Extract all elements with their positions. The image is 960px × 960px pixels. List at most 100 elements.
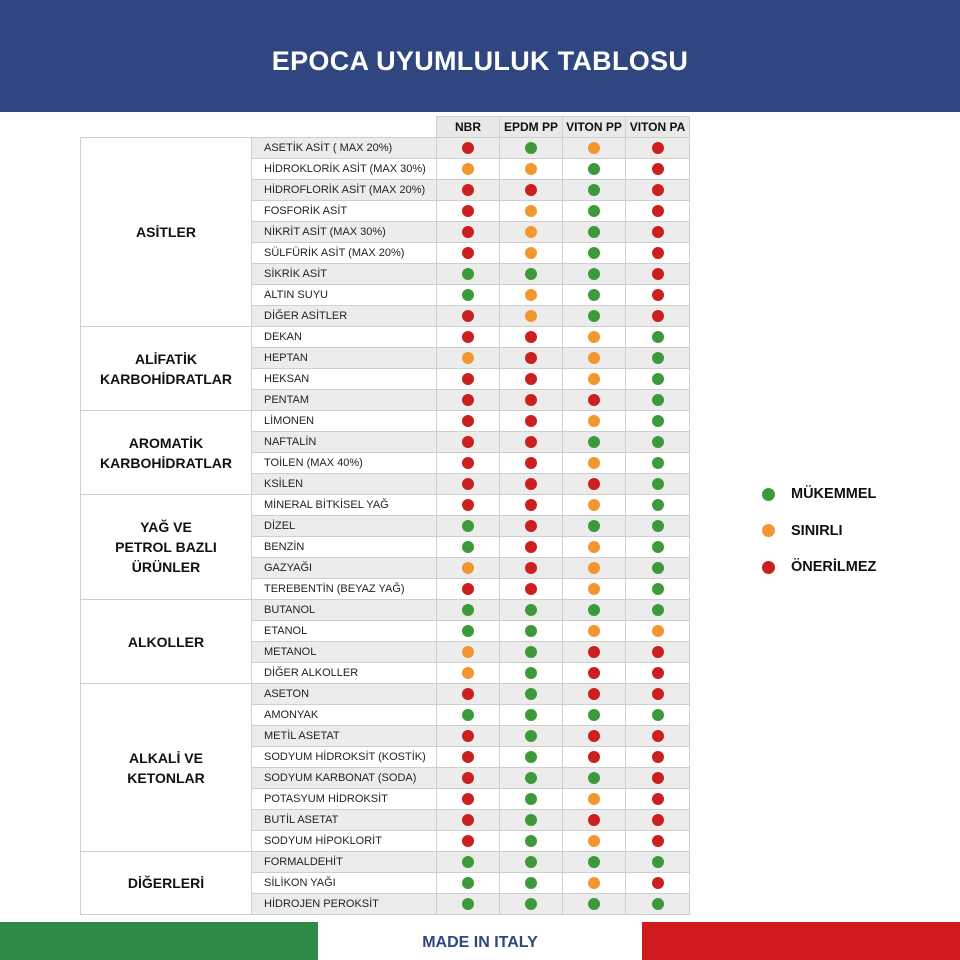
item-name: ETANOL [251, 620, 437, 642]
rating-cell [562, 347, 626, 369]
rating-cell [436, 893, 500, 915]
rating-cell [625, 851, 690, 873]
green-dot-icon [651, 352, 664, 364]
rating-cell [562, 662, 626, 684]
rating-cell [436, 557, 500, 579]
rating-cell [625, 641, 690, 663]
rating-cell [499, 221, 563, 243]
red-dot-icon [651, 247, 664, 259]
red-dot-icon [525, 541, 537, 553]
red-dot-icon [525, 436, 537, 448]
item-name: HİDROKLORİK ASİT (MAX 30%) [251, 158, 437, 180]
legend-item-not-recommended: ÖNERİLMEZ [762, 557, 876, 577]
red-dot-icon [462, 835, 474, 847]
green-dot-icon [462, 289, 474, 301]
orange-dot-icon [588, 142, 600, 154]
orange-dot-icon [462, 163, 474, 175]
orange-dot-icon [525, 247, 537, 259]
green-dot-icon [651, 583, 664, 595]
rating-cell [625, 494, 690, 516]
green-dot-icon [651, 415, 664, 427]
rating-cell [562, 473, 626, 495]
rating-cell [436, 536, 500, 558]
green-dot-icon [525, 604, 537, 616]
rating-cell [499, 347, 563, 369]
rating-cell [499, 746, 563, 768]
legend-label: MÜKEMMEL [791, 486, 877, 502]
flag-red [642, 922, 960, 960]
category-cell: AROMATİK KARBOHİDRATLAR [80, 410, 252, 495]
rating-cell [562, 452, 626, 474]
item-name: SODYUM HİPOKLORİT [251, 830, 437, 852]
orange-dot-icon [588, 415, 600, 427]
rating-cell [436, 410, 500, 432]
green-dot-icon [525, 646, 537, 658]
rating-cell [562, 851, 626, 873]
red-dot-icon [525, 184, 537, 196]
green-dot-icon [651, 562, 664, 574]
item-name: LİMONEN [251, 410, 437, 432]
item-name: DİĞER ASİTLER [251, 305, 437, 327]
rating-cell [499, 242, 563, 264]
rating-cell [562, 557, 626, 579]
rating-cell [562, 641, 626, 663]
rating-cell [499, 452, 563, 474]
orange-dot-icon [588, 583, 600, 595]
rating-cell [499, 809, 563, 831]
rating-cell [625, 200, 690, 222]
rating-cell [625, 137, 690, 159]
green-dot-icon [588, 772, 600, 784]
rating-cell [499, 704, 563, 726]
red-dot-icon [588, 688, 600, 700]
red-dot-icon [651, 289, 664, 301]
green-dot-icon [588, 856, 600, 868]
item-name: MİNERAL BİTKİSEL YAĞ [251, 494, 437, 516]
rating-cell [562, 872, 626, 894]
category-cell: DİĞERLERİ [80, 851, 252, 915]
rating-cell [436, 284, 500, 306]
item-name: HEKSAN [251, 368, 437, 390]
red-dot-icon [525, 352, 537, 364]
rating-cell [562, 368, 626, 390]
category-cell: ASİTLER [80, 137, 252, 327]
item-name: METİL ASETAT [251, 725, 437, 747]
rating-cell [436, 746, 500, 768]
rating-cell [499, 158, 563, 180]
rating-cell [562, 830, 626, 852]
rating-cell [436, 599, 500, 621]
red-dot-icon [462, 457, 474, 469]
red-dot-icon [651, 751, 664, 763]
green-dot-icon [651, 436, 664, 448]
orange-dot-icon [651, 625, 664, 637]
item-name: NAFTALİN [251, 431, 437, 453]
item-name: TEREBENTİN (BEYAZ YAĞ) [251, 578, 437, 600]
item-name: HİDROJEN PEROKSİT [251, 893, 437, 915]
red-dot-icon [462, 772, 474, 784]
red-dot-icon [651, 646, 664, 658]
green-dot-icon [525, 835, 537, 847]
rating-cell [562, 809, 626, 831]
rating-cell [625, 452, 690, 474]
red-dot-icon [525, 583, 537, 595]
orange-dot-icon [525, 163, 537, 175]
orange-dot-icon [588, 541, 600, 553]
green-dot-icon [525, 793, 537, 805]
item-name: SÜLFÜRİK ASİT (MAX 20%) [251, 242, 437, 264]
rating-cell [499, 305, 563, 327]
rating-cell [562, 242, 626, 264]
green-dot-icon [462, 625, 474, 637]
rating-cell [625, 683, 690, 705]
rating-cell [436, 179, 500, 201]
rating-cell [625, 809, 690, 831]
rating-cell [625, 473, 690, 495]
rating-cell [625, 557, 690, 579]
rating-cell [436, 305, 500, 327]
rating-cell [436, 641, 500, 663]
column-header-viton-pa: VITON PA [625, 116, 690, 138]
rating-cell [499, 578, 563, 600]
item-name: GAZYAĞI [251, 557, 437, 579]
rating-cell [562, 158, 626, 180]
red-dot-icon [462, 499, 474, 511]
rating-cell [562, 137, 626, 159]
rating-cell [499, 536, 563, 558]
